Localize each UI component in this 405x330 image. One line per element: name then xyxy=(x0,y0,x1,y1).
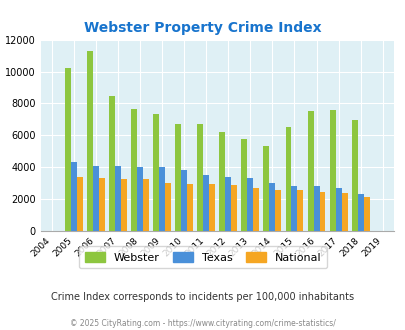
Legend: Webster, Texas, National: Webster, Texas, National xyxy=(79,247,326,268)
Bar xyxy=(65,68,70,231)
Bar xyxy=(269,183,275,231)
Bar xyxy=(357,193,363,231)
Bar xyxy=(351,120,357,231)
Bar xyxy=(164,183,171,231)
Text: Webster Property Crime Index: Webster Property Crime Index xyxy=(84,21,321,35)
Bar xyxy=(93,166,98,231)
Bar xyxy=(136,167,143,231)
Bar xyxy=(241,139,247,231)
Text: © 2025 CityRating.com - https://www.cityrating.com/crime-statistics/: © 2025 CityRating.com - https://www.city… xyxy=(70,319,335,328)
Bar xyxy=(87,51,93,231)
Bar xyxy=(329,110,335,231)
Bar xyxy=(131,109,136,231)
Bar xyxy=(181,170,187,231)
Bar xyxy=(197,124,202,231)
Bar xyxy=(143,179,149,231)
Bar xyxy=(231,185,237,231)
Bar xyxy=(275,189,281,231)
Bar xyxy=(70,162,77,231)
Bar xyxy=(225,177,231,231)
Bar xyxy=(159,167,164,231)
Bar xyxy=(253,188,259,231)
Text: Crime Index corresponds to incidents per 100,000 inhabitants: Crime Index corresponds to incidents per… xyxy=(51,292,354,302)
Bar xyxy=(341,193,347,231)
Bar xyxy=(313,186,319,231)
Bar xyxy=(219,132,225,231)
Bar xyxy=(297,190,303,231)
Bar xyxy=(335,188,341,231)
Bar xyxy=(202,175,209,231)
Bar xyxy=(175,124,181,231)
Bar xyxy=(109,96,115,231)
Bar xyxy=(247,178,253,231)
Bar xyxy=(187,184,192,231)
Bar xyxy=(153,114,159,231)
Bar xyxy=(121,179,126,231)
Bar xyxy=(263,147,269,231)
Bar xyxy=(363,197,369,231)
Bar xyxy=(291,185,297,231)
Bar xyxy=(319,192,325,231)
Bar xyxy=(285,127,291,231)
Bar xyxy=(209,184,215,231)
Bar xyxy=(77,177,83,231)
Bar xyxy=(98,178,104,231)
Bar xyxy=(307,111,313,231)
Bar xyxy=(115,166,121,231)
